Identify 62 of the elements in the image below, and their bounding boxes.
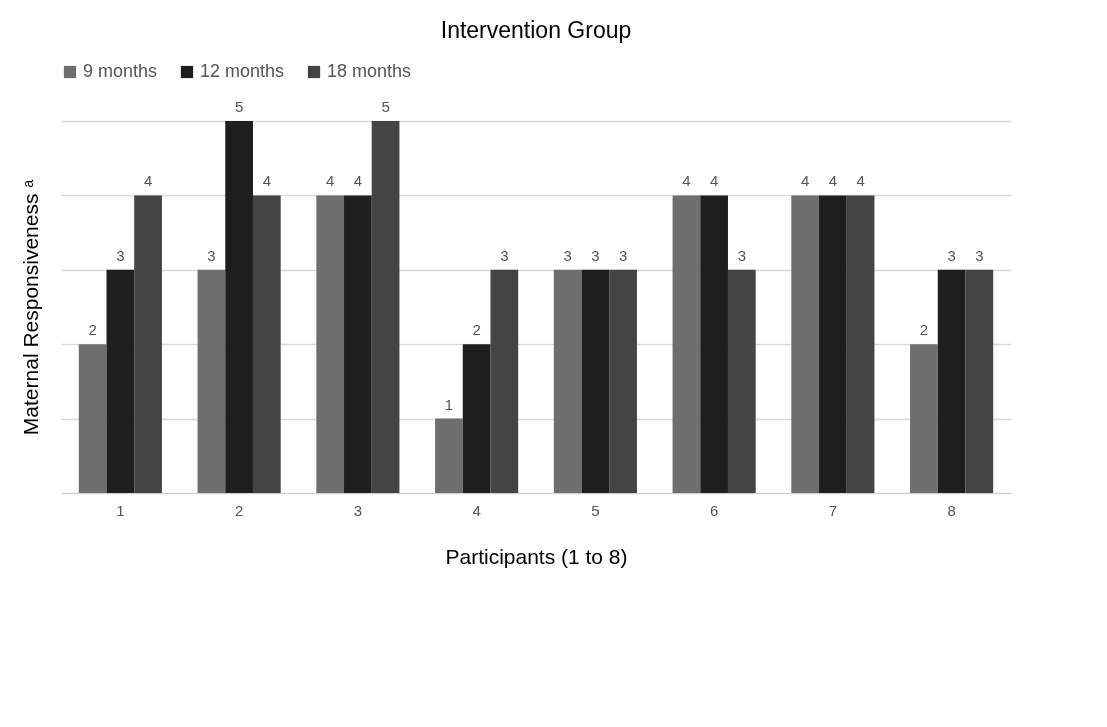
data-label: 4 <box>682 172 691 190</box>
data-label: 3 <box>618 246 628 264</box>
bar <box>490 269 519 493</box>
data-label: 4 <box>262 172 272 190</box>
bar <box>134 195 162 493</box>
bar <box>553 269 582 493</box>
data-label: 5 <box>381 98 390 115</box>
bar <box>819 195 847 493</box>
data-label: 3 <box>947 246 956 264</box>
data-label: 3 <box>591 246 600 264</box>
bar <box>344 195 372 493</box>
data-label: 2 <box>472 321 481 339</box>
bar <box>791 195 820 493</box>
data-label: 3 <box>563 246 572 264</box>
legend-label: 12 months <box>200 61 285 81</box>
bar <box>609 269 637 493</box>
x-tick-label: 8 <box>947 501 956 519</box>
bar <box>197 269 226 493</box>
data-label: 2 <box>919 321 929 339</box>
data-label: 3 <box>207 246 216 264</box>
bar <box>672 195 701 493</box>
x-tick-label: 4 <box>472 501 481 519</box>
y-axis-title: Maternal Responsiveness ᵃ <box>18 179 42 436</box>
bar <box>371 121 400 493</box>
bar <box>727 269 756 493</box>
legend-label: 18 months <box>327 61 412 81</box>
bar <box>846 195 875 493</box>
data-label: 3 <box>116 246 125 264</box>
x-axis-title: Participants (1 to 8) <box>445 544 628 568</box>
chart-title: Intervention Group <box>440 17 632 43</box>
bar <box>462 344 491 493</box>
x-tick-label: 2 <box>234 501 244 519</box>
bar <box>700 195 728 493</box>
bar <box>106 269 135 493</box>
legend-label: 9 months <box>83 61 158 81</box>
bar <box>316 195 345 493</box>
bar <box>581 269 610 493</box>
data-label: 4 <box>353 172 363 190</box>
bar <box>225 121 253 493</box>
bar <box>78 344 107 493</box>
data-label: 4 <box>143 172 153 190</box>
bar <box>937 269 966 493</box>
bar <box>965 269 994 493</box>
data-label: 3 <box>975 246 984 264</box>
x-tick-label: 7 <box>828 501 838 519</box>
bar <box>252 195 281 493</box>
x-tick-label: 3 <box>353 501 363 519</box>
bar <box>910 344 938 493</box>
data-label: 4 <box>828 172 838 190</box>
data-label: 4 <box>325 172 335 190</box>
x-tick-label: 6 <box>709 501 719 519</box>
data-label: 1 <box>444 395 454 413</box>
data-label: 4 <box>856 172 865 190</box>
data-label: 4 <box>709 172 719 190</box>
bar <box>435 418 463 493</box>
data-label: 5 <box>234 98 244 115</box>
data-label: 3 <box>737 246 747 264</box>
data-label: 4 <box>800 172 810 190</box>
data-label: 3 <box>500 246 509 264</box>
x-tick-label: 1 <box>116 501 125 519</box>
data-label: 2 <box>88 321 97 339</box>
x-tick-label: 5 <box>591 501 600 519</box>
